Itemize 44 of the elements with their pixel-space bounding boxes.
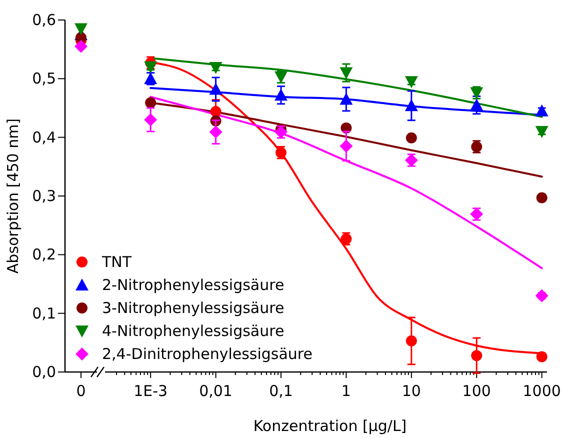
legend-label: 3-Nitrophenylessigsäure [102,299,284,317]
point [274,88,288,101]
x-axis-title: Konzentration [µg/L] [253,417,407,435]
point [145,97,156,108]
point [209,126,222,139]
point [406,132,417,144]
x-tick-label: 0,01 [199,382,232,400]
x-tick-label: 1 [341,382,351,400]
y-axis-title: Absorption [450 nm] [4,118,22,274]
y-tick-label: 0,1 [32,304,56,322]
x-tick-label: 10 [402,382,421,400]
point [470,98,484,111]
point [209,62,222,74]
point [536,192,548,204]
point [209,82,222,95]
point [144,113,158,126]
point [536,351,548,362]
legend-label: TNT [101,253,132,271]
point [406,335,417,346]
point [404,99,418,112]
point [535,289,548,302]
legend-label: 2,4-Dinitrophenylessigsäure [102,345,312,363]
point [471,350,482,362]
point [340,140,353,153]
point [340,92,353,105]
x-tick-label: 1000 [522,382,561,400]
point [210,106,222,118]
y-tick-label: 0,2 [32,246,56,264]
y-tick-label: 0,0 [32,363,56,381]
y-tick-label: 0,5 [32,70,56,88]
y-tick-label: 0,3 [32,187,56,205]
x-tick-label: 100 [462,382,491,400]
y-tick-label: 0,6 [32,11,56,29]
point [404,76,418,88]
point [535,126,548,138]
x-tick-label: 0 [76,382,86,400]
x-tick-label: 1E-3 [134,382,168,400]
point [535,104,548,116]
x-tick-label: 0,1 [269,382,293,400]
point [340,67,353,80]
point [144,61,158,74]
y-tick-label: 0,4 [32,128,56,146]
legend-label: 2-Nitrophenylessigsäure [102,276,284,294]
legend-label: 4-Nitrophenylessigsäure [102,322,284,340]
